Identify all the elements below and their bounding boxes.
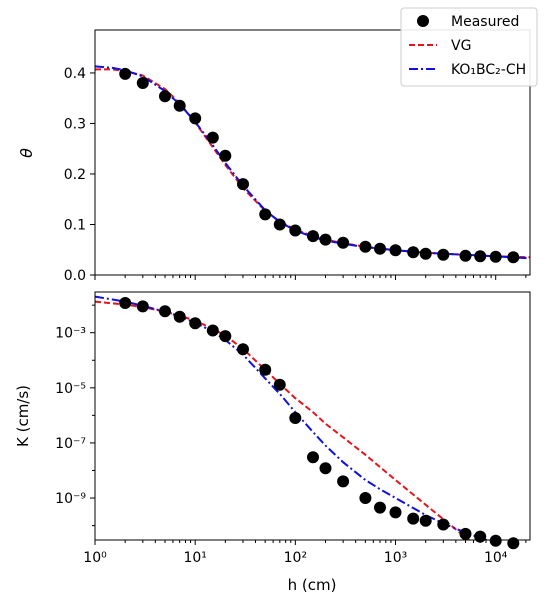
theta-measured-point [419, 247, 432, 260]
theta-measured-point [189, 112, 202, 125]
conductivity-panel: 10⁻³ 10⁻⁵ 10⁻⁷ 10⁻⁹ 10⁰ 10¹ 10² 10³ 10⁴ K (cm/s… [14, 291, 531, 594]
x-tick-label: 10¹ [183, 550, 206, 566]
conductivity-y-tick-label: 10⁻⁵ [55, 381, 86, 397]
x-tick-label: 10³ [384, 550, 407, 566]
theta-measured-point [474, 250, 487, 263]
theta-measured-point [119, 67, 132, 80]
theta-y-tick-label: 0.1 [64, 217, 86, 233]
theta-y-axis-ticks: 0.0 0.1 0.2 0.3 0.4 [64, 66, 95, 284]
theta-y-axis-label: θ [17, 148, 36, 158]
theta-measured-point [459, 249, 472, 262]
theta-measured-point [159, 90, 171, 103]
theta-measured-point [389, 244, 402, 257]
conductivity-y-tick-label: 10⁻³ [55, 326, 86, 342]
theta-measured-point [307, 230, 319, 243]
x-tick-label: 10⁴ [484, 550, 508, 566]
theta-measured-points [119, 67, 520, 264]
theta-measured-point [219, 149, 232, 162]
conductivity-y-axis-label: K (cm/s) [14, 385, 32, 447]
x-tick-label: 10² [284, 550, 307, 566]
conductivity-measured-point [273, 378, 286, 391]
legend-marker-measured [417, 15, 429, 27]
theta-measured-point [374, 242, 386, 255]
theta-measured-point [136, 77, 149, 89]
legend: Measured VG KO₁BC₂-CH [400, 7, 538, 87]
theta-measured-point [319, 233, 332, 246]
legend-label-ko1bc2-ch: KO₁BC₂-CH [451, 62, 526, 78]
theta-measured-point [259, 208, 272, 221]
conductivity-measured-point [206, 324, 219, 337]
conductivity-measured-point [237, 343, 249, 356]
conductivity-measured-point [307, 451, 319, 464]
legend-label-vg: VG [451, 38, 471, 54]
theta-y-tick-label: 0.4 [64, 66, 86, 82]
conductivity-measured-point [359, 492, 372, 504]
conductivity-measured-point [374, 501, 386, 514]
legend-box [400, 7, 538, 87]
conductivity-measured-point [119, 297, 132, 309]
conductivity-measured-point [189, 317, 202, 330]
theta-measured-point [289, 224, 302, 237]
theta-measured-point [273, 218, 286, 231]
theta-measured-point [206, 131, 219, 144]
conductivity-measured-point [173, 310, 186, 323]
theta-measured-point [437, 248, 450, 261]
conductivity-measured-point [319, 462, 332, 475]
conductivity-measured-point [136, 300, 149, 313]
conductivity-measured-point [419, 514, 432, 527]
conductivity-measured-point [219, 330, 232, 343]
theta-panel: 0.0 0.1 0.2 0.3 0.4 θ [17, 29, 531, 284]
theta-measured-point [407, 246, 420, 259]
conductivity-measured-point [159, 305, 171, 318]
legend-label-measured: Measured [451, 14, 519, 30]
theta-y-tick-label: 0.3 [64, 116, 86, 132]
conductivity-measured-point [259, 363, 272, 376]
conductivity-measured-point [337, 475, 350, 488]
theta-measured-point [359, 240, 372, 253]
conductivity-y-tick-label: 10⁻⁹ [55, 491, 86, 507]
conductivity-y-tick-label: 10⁻⁷ [55, 436, 86, 452]
conductivity-measured-point [437, 518, 450, 531]
theta-measured-point [237, 178, 249, 191]
conductivity-measured-point [289, 412, 302, 424]
theta-measured-point [337, 236, 350, 249]
theta-curve-ko-bc-ch [95, 65, 530, 260]
x-tick-label: 10⁰ [83, 550, 107, 566]
theta-curves [95, 65, 530, 260]
theta-measured-point [489, 250, 502, 263]
theta-y-tick-label: 0.0 [64, 268, 86, 284]
conductivity-x-axis-ticks: 10⁰ 10¹ 10² 10³ 10⁴ [83, 540, 527, 566]
conductivity-measured-point [389, 506, 402, 519]
theta-y-tick-label: 0.2 [64, 167, 86, 183]
theta-measured-point [507, 251, 520, 264]
x-axis-label: h (cm) [288, 576, 337, 594]
conductivity-measured-point [459, 527, 472, 540]
theta-axes-frame [94, 29, 531, 276]
theta-measured-point [173, 99, 186, 112]
conductivity-axes-frame [94, 291, 531, 541]
conductivity-measured-point [507, 537, 520, 550]
conductivity-measured-point [407, 512, 420, 525]
